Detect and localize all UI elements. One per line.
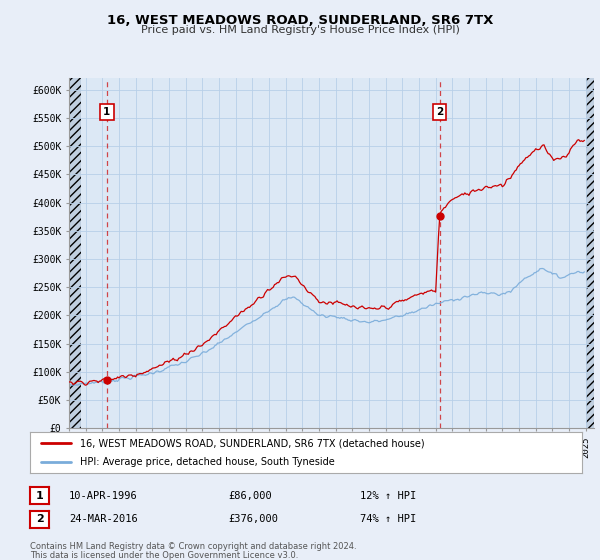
Bar xyxy=(586,78,594,428)
Text: Price paid vs. HM Land Registry's House Price Index (HPI): Price paid vs. HM Land Registry's House … xyxy=(140,25,460,35)
Text: £376,000: £376,000 xyxy=(228,514,278,524)
Text: 1: 1 xyxy=(36,491,43,501)
Text: 16, WEST MEADOWS ROAD, SUNDERLAND, SR6 7TX (detached house): 16, WEST MEADOWS ROAD, SUNDERLAND, SR6 7… xyxy=(80,438,424,449)
Text: 16, WEST MEADOWS ROAD, SUNDERLAND, SR6 7TX: 16, WEST MEADOWS ROAD, SUNDERLAND, SR6 7… xyxy=(107,14,493,27)
Text: 12% ↑ HPI: 12% ↑ HPI xyxy=(360,491,416,501)
Bar xyxy=(69,78,80,428)
Text: 10-APR-1996: 10-APR-1996 xyxy=(69,491,138,501)
Text: HPI: Average price, detached house, South Tyneside: HPI: Average price, detached house, Sout… xyxy=(80,457,334,467)
Text: 1: 1 xyxy=(103,108,110,117)
Text: 24-MAR-2016: 24-MAR-2016 xyxy=(69,514,138,524)
Text: £86,000: £86,000 xyxy=(228,491,272,501)
Text: 74% ↑ HPI: 74% ↑ HPI xyxy=(360,514,416,524)
Text: 2: 2 xyxy=(436,108,443,117)
Text: 2: 2 xyxy=(36,514,43,524)
Text: This data is licensed under the Open Government Licence v3.0.: This data is licensed under the Open Gov… xyxy=(30,551,298,560)
Text: Contains HM Land Registry data © Crown copyright and database right 2024.: Contains HM Land Registry data © Crown c… xyxy=(30,542,356,550)
